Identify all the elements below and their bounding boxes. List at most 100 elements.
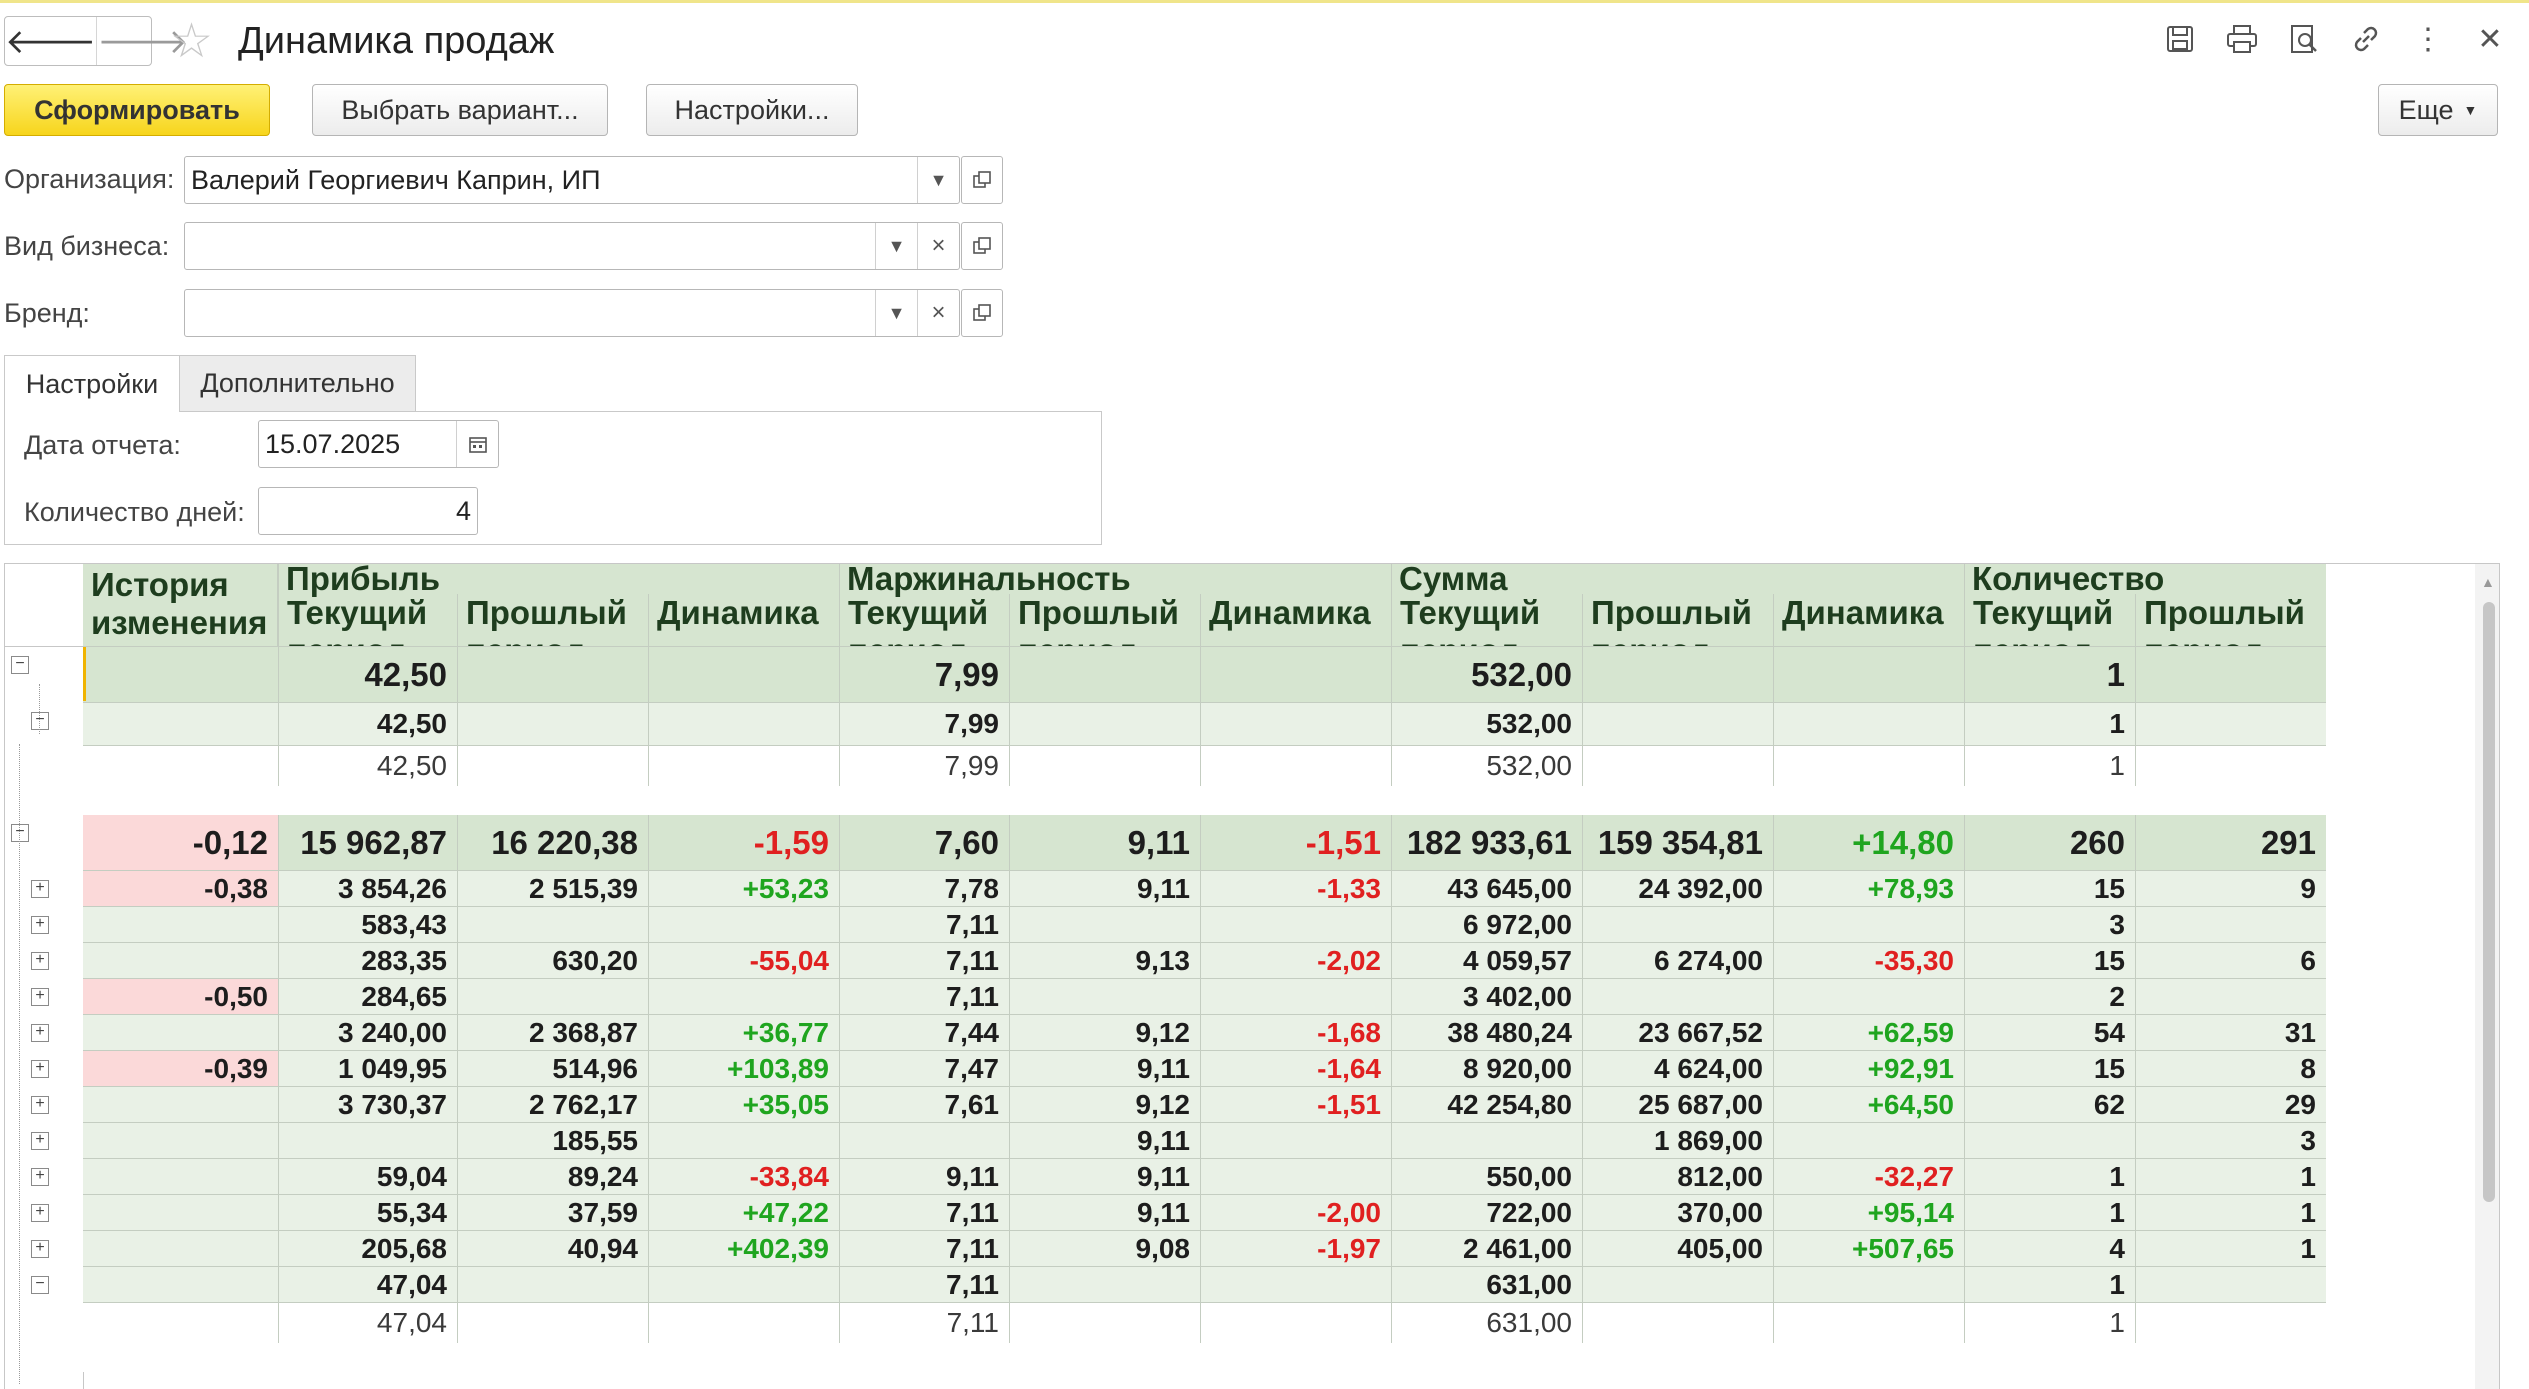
table-row[interactable] [83, 647, 2326, 703]
value-cell: -1,97 [1200, 1231, 1391, 1266]
table-row[interactable] [83, 907, 2326, 943]
expand-icon[interactable]: + [31, 1060, 49, 1078]
expand-icon[interactable]: + [31, 1240, 49, 1258]
generate-button[interactable]: Сформировать [4, 84, 270, 136]
business-type-label: Вид бизнеса: [4, 231, 170, 261]
link-icon[interactable] [2349, 22, 2383, 56]
tab-additional[interactable]: Дополнительно [179, 355, 416, 412]
organization-field[interactable]: Валерий Георгиевич Каприн, ИП ▼ [184, 156, 960, 204]
table-row[interactable] [83, 943, 2326, 979]
dynamics-header: Динамика [648, 594, 839, 646]
table-row[interactable] [83, 979, 2326, 1015]
value-cell: 15 [1964, 1051, 2135, 1086]
value-cell [457, 979, 648, 1014]
table-row[interactable] [83, 1087, 2326, 1123]
forward-button[interactable]: 🡒 [96, 17, 188, 65]
value-cell: +62,59 [1773, 1015, 1964, 1050]
value-cell: 15 962,87 [278, 815, 457, 870]
open-brand-button[interactable] [961, 289, 1003, 337]
value-cell: 9,12 [1009, 1015, 1200, 1050]
value-cell [1200, 1159, 1391, 1194]
report-date-field[interactable]: 15.07.2025 [258, 420, 499, 468]
dropdown-button[interactable]: ▼ [875, 290, 917, 336]
business-type-field[interactable]: ▼ × [184, 222, 960, 270]
value-cell: 1 [1964, 1195, 2135, 1230]
table-row[interactable] [83, 1123, 2326, 1159]
table-row[interactable] [83, 746, 2326, 815]
scrollbar-thumb[interactable] [2483, 602, 2495, 1202]
value-cell: +35,05 [648, 1087, 839, 1122]
days-value: 4 [455, 495, 471, 526]
value-cell [2135, 647, 2326, 702]
dropdown-button[interactable]: ▼ [917, 157, 959, 203]
collapse-icon[interactable]: − [11, 824, 29, 842]
value-cell: 7,47 [839, 1051, 1009, 1086]
brand-label: Бренд: [4, 298, 90, 328]
expand-icon[interactable]: + [31, 880, 49, 898]
star-icon[interactable]: ☆ [170, 15, 214, 68]
value-cell: 42,50 [278, 703, 457, 745]
days-field[interactable]: 4 [258, 487, 478, 535]
value-cell: 7,60 [839, 815, 1009, 870]
value-cell: 42,50 [278, 746, 457, 786]
value-cell [2135, 703, 2326, 745]
tab-settings[interactable]: Настройки [4, 355, 180, 412]
expand-icon[interactable]: + [31, 1132, 49, 1150]
table-row[interactable] [83, 1159, 2326, 1195]
expand-icon[interactable]: + [31, 916, 49, 934]
calendar-button[interactable] [456, 421, 498, 467]
scroll-up-icon[interactable]: ▲ [2481, 574, 2495, 590]
table-row[interactable] [83, 703, 2326, 746]
table-row[interactable] [83, 1051, 2326, 1087]
report-table: − − − + + + + + + + + + + + − Историяизменениямаржинал… [4, 563, 2500, 1389]
expand-icon[interactable]: + [31, 1204, 49, 1222]
table-row[interactable] [83, 1267, 2326, 1303]
print-icon[interactable] [2225, 22, 2259, 56]
more-button[interactable]: Еще ▼ [2378, 84, 2498, 136]
choose-variant-button[interactable]: Выбрать вариант... [312, 84, 608, 136]
settings-button[interactable]: Настройки... [646, 84, 858, 136]
collapse-icon[interactable]: − [31, 1276, 49, 1294]
column-separator [278, 564, 279, 646]
table-row[interactable] [83, 1015, 2326, 1051]
open-organization-button[interactable] [961, 156, 1003, 204]
close-icon[interactable]: ✕ [2477, 22, 2503, 56]
table-row[interactable] [83, 1231, 2326, 1267]
preview-icon[interactable] [2287, 22, 2321, 56]
dropdown-button[interactable]: ▼ [875, 223, 917, 269]
value-cell [1391, 1123, 1582, 1158]
value-cell: 185,55 [457, 1123, 648, 1158]
expand-icon[interactable]: + [31, 1168, 49, 1186]
open-business-type-button[interactable] [961, 222, 1003, 270]
value-cell [1773, 979, 1964, 1014]
clear-button[interactable]: × [917, 290, 959, 336]
value-cell [1964, 1123, 2135, 1158]
table-row[interactable] [83, 815, 2326, 871]
expand-icon[interactable]: + [31, 988, 49, 1006]
clear-button[interactable]: × [917, 223, 959, 269]
expand-icon[interactable]: + [31, 952, 49, 970]
value-cell: 514,96 [457, 1051, 648, 1086]
value-cell: 59,04 [278, 1159, 457, 1194]
table-row[interactable] [83, 871, 2326, 907]
table-row[interactable] [83, 1303, 2326, 1372]
value-cell: 1 [2135, 1195, 2326, 1230]
value-cell [1200, 703, 1391, 745]
expand-icon[interactable]: + [31, 1096, 49, 1114]
expand-icon[interactable]: + [31, 1024, 49, 1042]
brand-field[interactable]: ▼ × [184, 289, 960, 337]
value-cell: 260 [1964, 815, 2135, 870]
save-icon[interactable] [2163, 22, 2197, 56]
value-cell: 43 645,00 [1391, 871, 1582, 906]
header-actions: ⋮ ✕ [2163, 22, 2507, 56]
value-cell [648, 907, 839, 942]
more-vertical-icon[interactable]: ⋮ [2413, 22, 2443, 56]
collapse-icon[interactable]: − [31, 712, 49, 730]
value-cell: 159 354,81 [1582, 815, 1773, 870]
table-row[interactable] [83, 1195, 2326, 1231]
collapse-icon[interactable]: − [11, 656, 29, 674]
back-button[interactable]: 🡐 [5, 17, 96, 65]
value-cell [457, 907, 648, 942]
value-cell: 1 [2135, 1159, 2326, 1194]
value-cell [1582, 1303, 1773, 1343]
